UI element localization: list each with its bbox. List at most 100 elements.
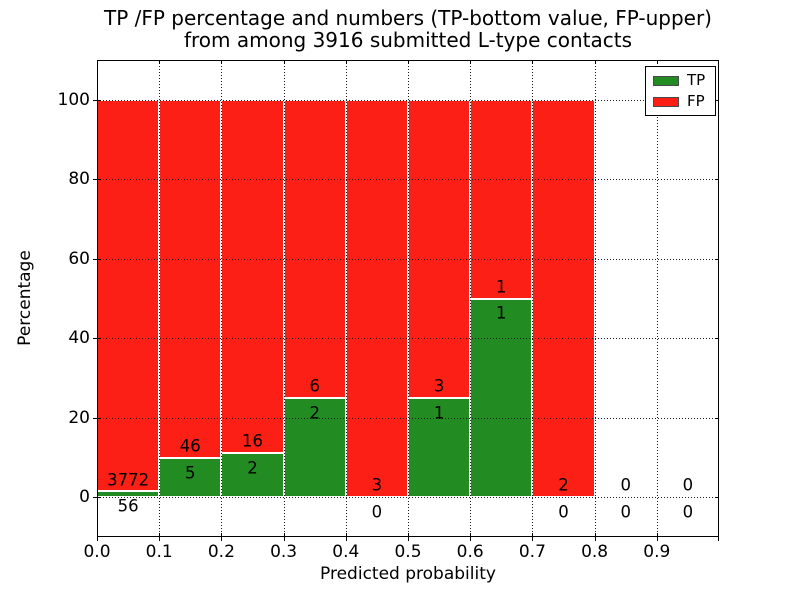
x-tick-mark [656,533,658,541]
x-tick-mark-top [159,60,161,64]
legend-item-fp: FP [653,94,707,109]
fp-bar-segment [345,99,408,498]
y-tick-mark [93,179,101,181]
tp-legend-swatch [653,75,679,86]
fp-count-label: 3772 [107,470,150,489]
x-tick-label: 0.5 [394,542,422,562]
v-gridline [221,60,223,537]
x-tick-mark-top [283,60,285,64]
tp-count-label: 1 [433,403,445,423]
fp-bar-segment [408,99,471,398]
x-tick-mark [97,533,98,541]
y-tick-label: 0 [79,487,90,508]
x-tick-mark-top [470,60,472,64]
x-tick-mark [283,533,285,541]
fp-count-label: 0 [620,475,631,495]
y-tick-label: 80 [68,169,90,190]
y-tick-mark-right [715,99,719,101]
tp-count-label: 0 [682,502,694,522]
x-tick-mark-top [532,60,534,64]
v-gridline [532,60,534,537]
fp-legend-swatch [653,96,679,107]
y-tick-mark-right [715,258,719,260]
tp-bar-segment [221,453,284,498]
fp-count-label: 2 [558,475,569,495]
x-tick-label: 0.3 [270,542,298,562]
y-tick-mark-right [715,338,719,340]
tp-count-label: 0 [558,502,569,522]
x-tick-mark-top [97,60,98,64]
x-tick-label: 0.4 [332,542,360,562]
x-tick-mark [159,533,161,541]
y-tick-mark [93,258,101,260]
x-axis-label: Predicted probability [320,564,496,584]
y-tick-mark [93,338,101,340]
fp-count-label: 3 [433,376,445,396]
chart-title-line2: from among 3916 submitted L-type contact… [183,28,633,52]
x-tick-label: 0.8 [581,542,609,562]
v-gridline [345,60,347,537]
x-tick-label: 0.1 [145,542,173,562]
fp-bar-segment [221,99,284,454]
fp-count-label: 1 [496,277,507,297]
tp-count-label: 56 [117,496,139,516]
x-tick-mark [408,533,409,541]
tp-legend-label: TP [687,71,706,89]
fp-bar-segment [470,99,533,299]
x-tick-mark [594,533,596,541]
y-tick-mark [93,497,101,499]
v-gridline [656,60,658,537]
tp-count-label: 1 [496,303,507,323]
x-tick-mark [221,533,223,541]
fp-bar-segment [532,99,595,498]
y-tick-label: 100 [57,89,90,110]
fp-bar-segment [97,99,160,492]
chart-title: TP /FP percentage and numbers (TP-bottom… [97,7,719,51]
legend-item-tp: TP [653,73,707,88]
x-tick-mark-top [656,60,658,64]
x-tick-mark-top [221,60,223,64]
fp-count-label: 6 [309,376,320,396]
x-tick-mark [532,533,534,541]
fp-count-label: 0 [682,475,694,495]
tp-count-label: 2 [247,458,258,478]
fp-count-label: 3 [371,475,383,495]
plot-area: TP FP 3772 56 46 5 16 2 6 2 3 0 3 1 1 1 2 0 0 0 0 0 [93,60,719,541]
tp-count-label: 0 [371,502,383,522]
x-tick-label: 0.7 [518,542,546,562]
x-tick-label: 0.2 [207,542,235,562]
legend: TP FP [645,66,716,116]
x-tick-mark-top [718,60,719,64]
v-gridline [594,60,596,537]
tp-count-label: 2 [309,403,320,423]
y-axis-label: Percentage [15,250,35,346]
v-gridline [408,60,409,537]
x-tick-mark [470,533,472,541]
y-tick-label: 60 [68,248,90,269]
x-tick-mark-top [594,60,596,64]
v-gridline [159,60,161,537]
y-tick-label: 20 [68,407,90,428]
tp-count-label: 5 [185,463,196,483]
fp-count-label: 46 [179,436,201,456]
y-tick-label: 40 [68,328,90,349]
fp-bar-segment [159,99,222,459]
fp-bar-segment [283,99,346,398]
tp-bar-segment [159,458,222,498]
x-tick-mark [718,533,719,541]
x-tick-mark-top [408,60,409,64]
x-tick-mark [345,533,347,541]
x-tick-label: 0.6 [456,542,484,562]
v-gridline [470,60,472,537]
y-tick-mark-right [715,179,719,181]
y-tick-mark [93,417,101,419]
tp-bar-segment [283,397,346,498]
x-tick-label: 0.9 [643,542,671,562]
y-tick-mark-right [715,497,719,499]
chart-title-line1: TP /FP percentage and numbers (TP-bottom… [104,6,712,30]
x-tick-mark-top [345,60,347,64]
tp-count-label: 0 [620,502,631,522]
y-tick-mark [93,99,101,101]
x-tick-label: 0.0 [83,542,111,562]
